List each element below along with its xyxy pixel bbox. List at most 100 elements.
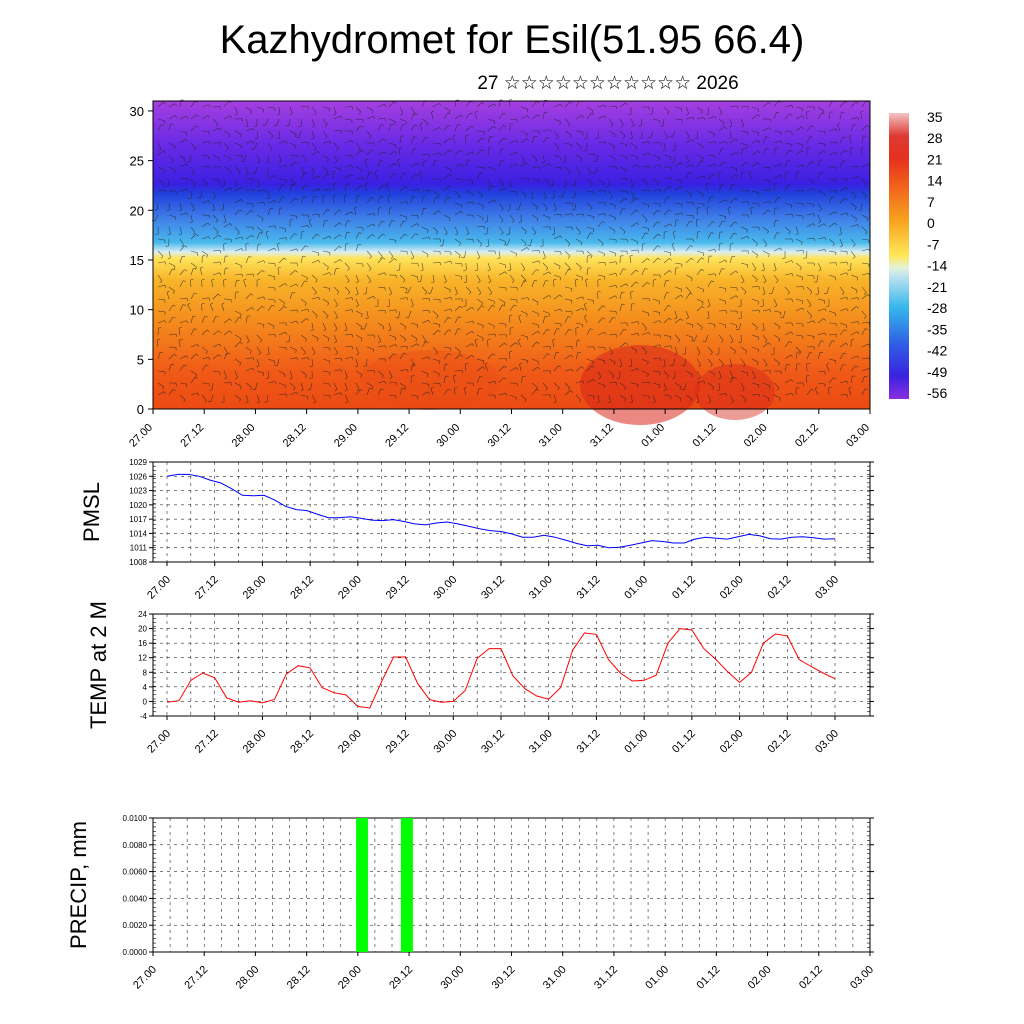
wind-barb [278,154,282,162]
wind-barb-flag [368,280,372,284]
wind-barb-flag [252,178,254,182]
wind-barb [641,310,649,314]
wind-barb [454,387,456,396]
wind-barb [685,201,693,204]
wind-barb-flag [767,209,771,212]
wind-barb-flag [263,202,265,206]
wind-barb-flag [580,158,583,162]
wind-barb [608,334,617,336]
wind-barb [256,358,260,366]
wind-barb-flag [635,197,639,200]
wind-barb [289,320,297,324]
wind-barb [619,154,627,158]
wind-barb-flag [731,400,734,404]
wind-barb-flag [184,269,188,272]
wind-barb-flag [846,394,848,398]
wind-barb [421,262,424,270]
wind-barb [553,394,557,402]
wind-barb [355,346,360,354]
wind-barb [443,174,450,180]
wind-barb-flag [239,386,242,390]
wind-barb [652,370,660,373]
wind-barb-flag [722,220,726,223]
wind-barb [278,140,286,144]
wind-barb [762,286,766,294]
wind-barb [300,298,307,304]
wind-barb [850,250,856,257]
wind-barb [783,310,786,318]
wind-barb [795,334,803,337]
wind-barb [254,166,258,174]
wind-barb-flag [266,353,270,356]
wind-barb-flag [823,193,825,197]
wind-barb [399,118,407,122]
wind-barb-flag [612,375,615,379]
wind-barb-flag [855,365,859,368]
wind-barb [674,318,681,324]
wind-barb-flag [669,258,672,261]
x-tick-label: 29.00 [336,728,364,756]
wind-barb-flag [691,278,693,282]
wind-barb-flag [479,376,483,378]
wind-barb-flag [501,232,504,235]
wind-barb [377,345,385,348]
wind-barb-flag [162,182,165,186]
wind-barb-flag [560,308,563,312]
wind-barb-flag [669,223,673,227]
wind-barb [729,184,733,192]
wind-barb [707,163,715,168]
wind-barb-flag [372,234,375,237]
wind-barb-flag [701,194,704,198]
wind-barb-flag [523,280,527,282]
wind-barb [828,340,833,348]
wind-barb [300,196,305,204]
wind-barb-flag [503,377,507,380]
wind-barb-flag [647,373,649,377]
wind-barb [685,322,693,325]
wind-barb-flag [413,148,417,150]
wind-barb [498,178,504,185]
x-tick-label: 03.00 [848,964,876,992]
wind-barb-flag [459,242,461,246]
wind-barb-flag [380,256,383,259]
wind-barb [762,250,770,255]
wind-barb-flag [843,136,847,139]
wind-barb [707,370,715,374]
wind-barb [311,118,315,126]
wind-barb [366,370,375,372]
wind-barb [663,345,671,348]
wind-barb-flag [736,311,738,315]
wind-barb-flag [239,209,243,212]
wind-barb-flag [487,269,491,272]
wind-barb [157,250,164,257]
wind-barb-flag [314,292,317,295]
wind-barb [333,310,338,318]
wind-barb-flag [856,331,860,335]
wind-barb [377,286,386,289]
wind-barb [652,209,659,216]
wind-barb [311,188,319,192]
wind-barb-flag [311,173,315,176]
wind-barb-flag [250,111,252,115]
wind-barb-flag [593,153,596,157]
wind-barb [322,209,328,216]
wind-barb-flag [625,102,629,106]
wind-barb [520,190,527,196]
wind-barb [432,103,440,108]
wind-barb [850,101,856,108]
wind-barb-flag [505,187,508,191]
wind-barb [454,369,463,372]
wind-barb-flag [769,189,772,193]
wind-barb [696,160,701,168]
wind-barb-flag [582,307,585,311]
wind-barb [234,273,242,276]
wind-barb-flag [491,305,495,307]
wind-barb [212,249,221,252]
wind-barb-flag [269,148,273,152]
wind-barb-flag [296,391,299,395]
wind-barb [454,328,459,336]
wind-barb-flag [787,184,791,186]
wind-barb [795,164,803,168]
x-tick-label: 02.00 [746,964,774,992]
wind-barb-flag [160,255,164,259]
